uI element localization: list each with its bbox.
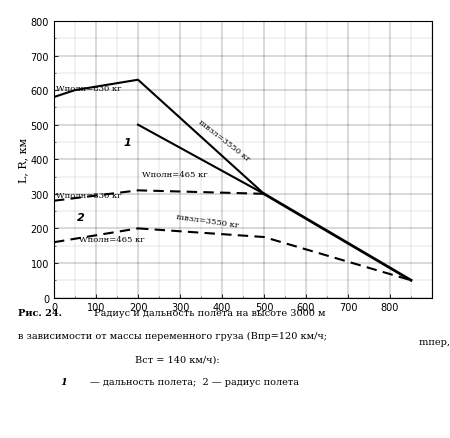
Y-axis label: L, R, км: L, R, км <box>18 138 28 182</box>
Text: mвзл=3550 кг: mвзл=3550 кг <box>197 118 252 163</box>
Text: Рис. 24.: Рис. 24. <box>18 309 62 318</box>
Text: Wполн=465 кг: Wполн=465 кг <box>79 235 145 244</box>
Text: в зависимости от массы переменного груза (Впр=120 км/ч;: в зависимости от массы переменного груза… <box>18 332 327 341</box>
Text: 1: 1 <box>123 138 131 148</box>
Text: Wполн=830 кг: Wполн=830 кг <box>56 85 122 92</box>
Text: mвзл=3550 кг: mвзл=3550 кг <box>176 212 239 229</box>
Text: Радиус и дальность полета на высоте 3000 м: Радиус и дальность полета на высоте 3000… <box>94 309 326 318</box>
Text: Wполн=830 кг: Wполн=830 кг <box>56 192 122 200</box>
Text: Wполн=465 кг: Wполн=465 кг <box>142 170 208 178</box>
Text: mпер, кг: mпер, кг <box>419 338 450 346</box>
Text: Вст = 140 км/ч):: Вст = 140 км/ч): <box>135 354 220 364</box>
Text: 2: 2 <box>77 213 85 223</box>
Text: — дальность полета;  2 — радиус полета: — дальность полета; 2 — радиус полета <box>90 377 299 386</box>
Text: 1: 1 <box>61 377 68 386</box>
